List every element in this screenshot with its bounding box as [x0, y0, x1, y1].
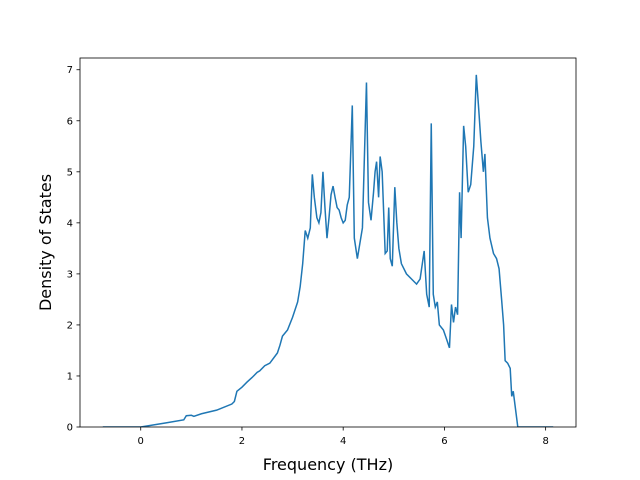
plot-frame	[79, 57, 577, 428]
x-tick-label: 0	[138, 436, 144, 447]
x-tick-label: 4	[340, 436, 346, 447]
line	[102, 74, 554, 427]
y-tick-label: 7	[67, 65, 73, 76]
y-tick-label: 2	[67, 320, 73, 331]
x-axis-label: Frequency (THz)	[263, 455, 393, 474]
y-tick-label: 1	[67, 371, 73, 382]
x-tick-label: 2	[239, 436, 245, 447]
x-tick-label: 8	[542, 436, 548, 447]
x-tick-label: 6	[441, 436, 447, 447]
y-tick-label: 4	[67, 218, 73, 229]
y-axis-label: Density of States	[36, 174, 55, 311]
y-tick-label: 0	[67, 423, 73, 434]
y-tick-label: 3	[67, 269, 73, 280]
y-tick-label: 6	[67, 116, 73, 127]
y-tick-label: 5	[67, 167, 73, 178]
